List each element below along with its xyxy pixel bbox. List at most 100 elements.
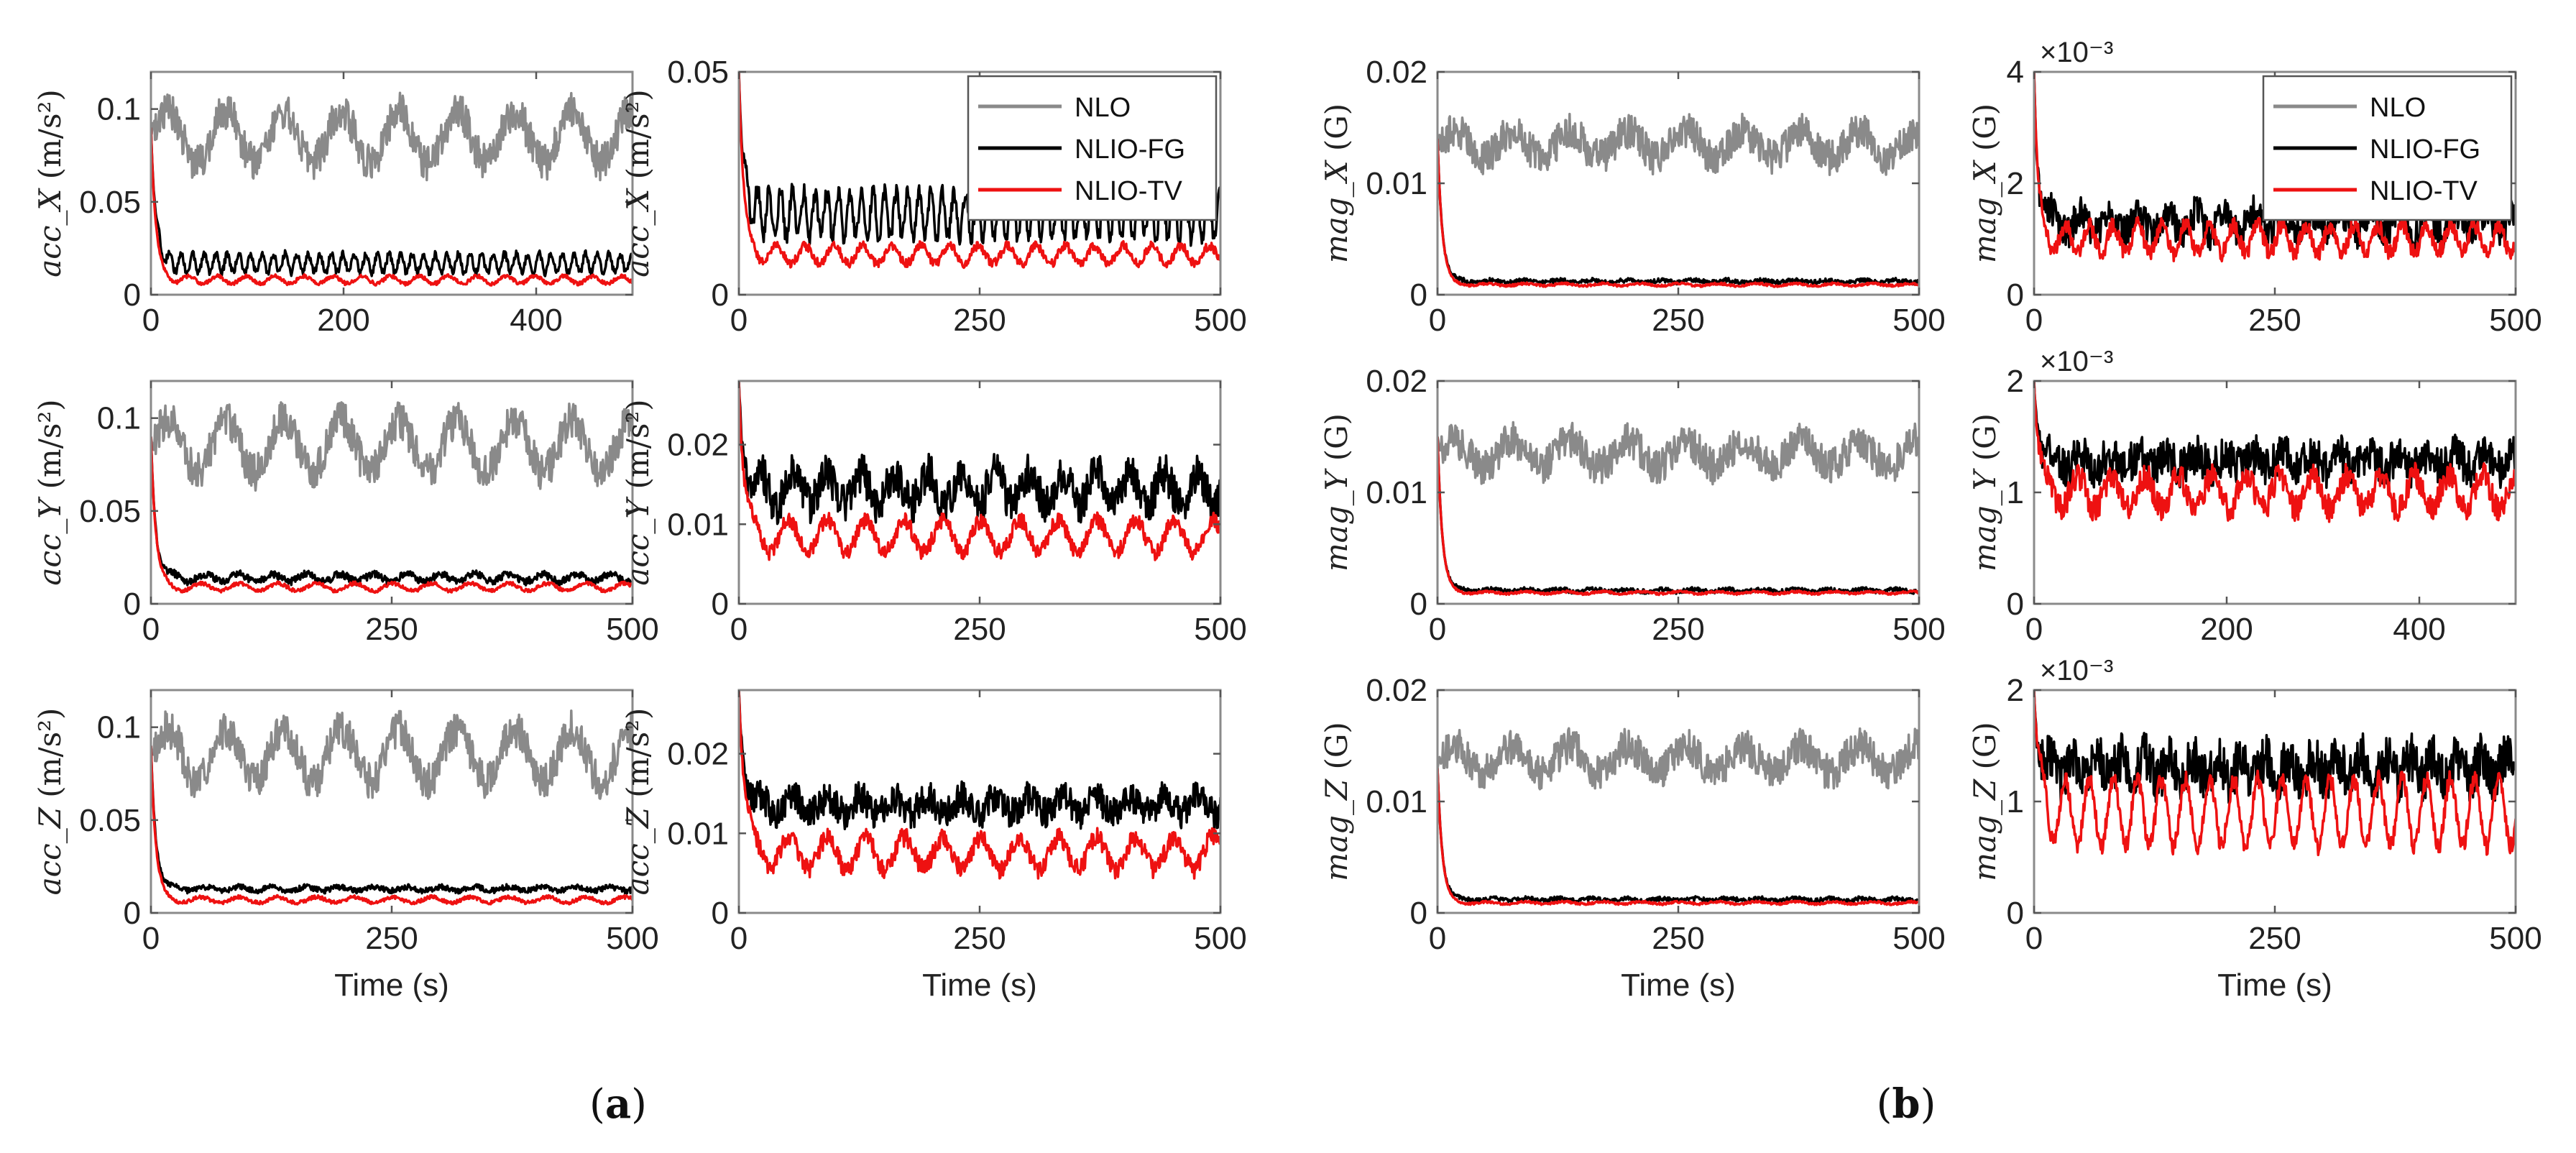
y-tick-label: 0: [2007, 896, 2024, 931]
chart-a-x-full: 0 200 400 0 0.05 0.1 acc_X (m/s²): [32, 70, 634, 338]
axis-frame: [1436, 70, 1920, 296]
axis-frame: [2033, 689, 2517, 914]
legend-label-nlo: NLO: [2370, 93, 2426, 123]
y-tick-label: 0: [712, 587, 729, 622]
legend-label-nlio-fg: NLIO-FG: [2370, 134, 2480, 165]
panel-label-b: (b): [1877, 1080, 1936, 1128]
y-tick-label: 0: [124, 896, 141, 931]
series-nlio-tv: [2034, 690, 2516, 857]
y-exponent-label: ×10⁻³: [2040, 655, 2113, 686]
x-tick-label: 400: [2393, 612, 2445, 647]
x-tick-label: 0: [142, 921, 160, 956]
y-tick-label: 2: [2007, 364, 2024, 399]
y-axis-label: acc_Z (m/s²): [620, 708, 656, 896]
series-nlio-tv: [739, 381, 1220, 561]
x-tick-label: 500: [1194, 612, 1246, 647]
x-tick-label: 250: [953, 612, 1006, 647]
y-tick-label: 0: [1410, 277, 1427, 313]
chart-b-z-zoom: 0 250 500 0 1 2 ×10⁻³ mag_Z (G) Time (s): [1967, 655, 2542, 1003]
x-tick-label: 250: [953, 921, 1006, 956]
y-tick-label: 0.01: [667, 507, 729, 542]
y-tick-label: 0: [124, 587, 141, 622]
series-nlio-fg: [2034, 690, 2516, 804]
x-axis-label: Time (s): [334, 968, 449, 1003]
x-tick-label: 250: [2248, 303, 2301, 338]
x-tick-label: 0: [1429, 303, 1446, 338]
series-nlo: [1438, 421, 1919, 486]
y-tick-label: 0: [1410, 587, 1427, 622]
chart-a-z-zoom: 0 250 500 0 0.01 0.02 acc_Z (m/s²) Time (s): [620, 689, 1247, 1003]
y-tick-label: 0: [124, 277, 141, 313]
x-tick-label: 0: [142, 612, 160, 647]
chart-b-x-full: 0 250 500 0 0.01 0.02 mag_X (G): [1319, 55, 1946, 338]
chart-a-x-zoom: 0 250 500 0 0.05 acc_X (m/s²): [620, 55, 1247, 338]
x-tick-label: 500: [1194, 303, 1246, 338]
series-nlio-fg: [151, 127, 632, 277]
y-tick-label: 0.1: [97, 401, 141, 436]
series-nlio-tv: [2034, 381, 2516, 523]
x-tick-label: 500: [1892, 921, 1945, 956]
series-nlio-tv: [1438, 768, 1919, 906]
y-tick-label: 1: [2007, 784, 2024, 819]
chart-b-y-zoom: 0 200 400 0 1 2 ×10⁻³ mag_Y (G): [1967, 346, 2517, 647]
series-nlo: [151, 709, 632, 800]
chart-a-y-zoom: 0 250 500 0 0.01 0.02 acc_Y (m/s²): [620, 380, 1247, 647]
legend-b-x-zoom: NLO NLIO-FG NLIO-TV: [2262, 75, 2513, 221]
y-tick-label: 0.02: [1366, 673, 1427, 708]
axis-frame: [737, 380, 1222, 605]
y-tick-label: 0.01: [1366, 784, 1427, 819]
chart-b-y-full: 0 250 500 0 0.01 0.02 mag_Y (G): [1319, 364, 1946, 647]
y-axis-label: mag_Y (G): [1319, 413, 1354, 571]
x-tick-label: 500: [2489, 921, 2542, 956]
x-tick-label: 0: [2025, 612, 2043, 647]
x-axis-label: Time (s): [1621, 968, 1736, 1003]
x-tick-label: 0: [142, 303, 160, 338]
y-axis-label: mag_X (G): [1967, 104, 2002, 263]
x-axis-label: Time (s): [2217, 968, 2332, 1003]
legend-a-x-zoom: NLO NLIO-FG NLIO-TV: [967, 75, 1218, 221]
y-axis-label: acc_Y (m/s²): [32, 399, 68, 585]
y-tick-label: 4: [2007, 55, 2024, 90]
x-tick-label: 0: [2025, 921, 2043, 956]
series-nlio-tv: [1438, 138, 1919, 288]
y-tick-label: 0.05: [79, 494, 141, 529]
y-tick-label: 0.1: [97, 92, 141, 127]
axis-frame: [1436, 689, 1920, 914]
x-tick-label: 0: [730, 921, 748, 956]
x-tick-label: 500: [1194, 921, 1246, 956]
y-tick-label: 0: [712, 277, 729, 313]
series-nlio-fg: [1438, 138, 1919, 286]
x-tick-label: 400: [510, 303, 562, 338]
series-nlio-tv: [1438, 436, 1919, 597]
series-nlio-tv: [739, 690, 1220, 880]
series-nlo: [151, 401, 632, 492]
x-tick-label: 250: [1652, 921, 1704, 956]
x-tick-label: 0: [1429, 612, 1446, 647]
x-tick-label: 500: [1892, 303, 1945, 338]
y-axis-label: mag_Z (G): [1319, 722, 1354, 881]
legend-label-nlo: NLO: [1075, 93, 1131, 123]
y-tick-label: 0.02: [1366, 55, 1427, 90]
y-tick-label: 0.02: [667, 428, 729, 463]
y-tick-label: 0.02: [667, 737, 729, 772]
series-nlio-tv: [151, 745, 632, 906]
y-tick-label: 0: [2007, 277, 2024, 313]
axis-frame: [1436, 380, 1920, 605]
y-tick-label: 1: [2007, 475, 2024, 510]
x-tick-label: 500: [606, 612, 658, 647]
panel-label-a: (a): [589, 1080, 647, 1128]
axis-frame: [150, 70, 634, 296]
y-tick-label: 0.01: [1366, 475, 1427, 510]
y-axis-label: acc_Y (m/s²): [620, 399, 656, 585]
y-tick-label: 0.01: [667, 816, 729, 851]
series-nlo: [151, 91, 632, 182]
x-tick-label: 0: [730, 612, 748, 647]
legend-label-nlio-fg: NLIO-FG: [1075, 134, 1185, 165]
x-tick-label: 250: [365, 921, 418, 956]
y-tick-label: 0.05: [667, 55, 729, 90]
y-axis-label: mag_Y (G): [1967, 413, 2002, 571]
x-tick-label: 500: [606, 921, 658, 956]
y-tick-label: 0.1: [97, 710, 141, 745]
